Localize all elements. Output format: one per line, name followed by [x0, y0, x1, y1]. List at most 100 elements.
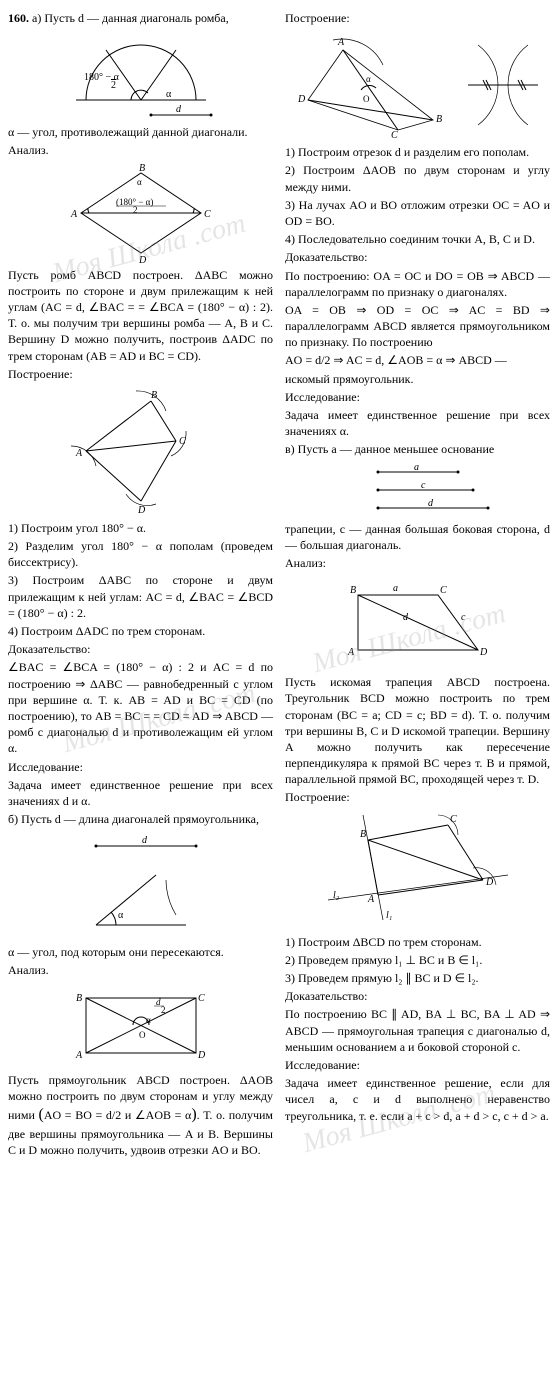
svg-text:B: B: [151, 390, 157, 401]
svg-text:d: d: [176, 104, 182, 115]
proof-label: Доказательство:: [8, 641, 273, 657]
svg-text:α: α: [166, 89, 172, 100]
analysis-label-b: Анализ.: [8, 962, 273, 978]
r-research: Задача имеет единственное решение при вс…: [285, 407, 550, 439]
r-proof3: AO = d/2 ⇒ AC = d, ∠AOB = α ⇒ ABCD —: [285, 352, 550, 368]
svg-text:B: B: [76, 993, 82, 1004]
svg-text:B: B: [139, 163, 145, 174]
svg-text:l₁: l₁: [386, 910, 392, 921]
r-proof2: OA = OB ⇒ OD = OC ⇒ AC = BD ⇒ параллелог…: [285, 302, 550, 351]
svg-text:O: O: [363, 94, 370, 104]
right-column: Построение: A D C B O α 1) Построим отре…: [285, 8, 550, 1160]
svg-text:d: d: [428, 498, 434, 509]
step3: 3) Построим ΔABC по стороне и двум приле…: [8, 572, 273, 621]
a-intro: а) Пусть d — данная диагональ ромба,: [32, 11, 229, 25]
r-step1: 1) Построим отрезок d и разделим его поп…: [285, 144, 550, 160]
rhombus-construction: A B C D: [56, 386, 226, 516]
svg-text:α: α: [118, 910, 124, 921]
step4: 4) Построим ΔADC по трем сторонам.: [8, 623, 273, 639]
r-step4: 4) Последовательно соединим точки A, B, …: [285, 231, 550, 247]
svg-text:D: D: [137, 505, 146, 516]
r-proof-label: Доказательство:: [285, 249, 550, 265]
c-step1: 1) Построим ΔBCD по трем сторонам.: [285, 934, 550, 950]
problem-intro: 160. а) Пусть d — данная диагональ ромба…: [8, 10, 273, 26]
r-step3: 3) На лучах AO и BO отложим отрезки OC =…: [285, 197, 550, 229]
problem-number: 160.: [8, 11, 29, 25]
trapezoid-construction: B C D A l₁ l₂: [318, 810, 518, 930]
svg-text:2: 2: [111, 80, 116, 91]
svg-text:B: B: [360, 829, 366, 840]
c-step3: 3) Проведем прямую l₂ ∥ BC и D ∈ l₂.: [285, 970, 550, 986]
research-label: Исследование:: [8, 759, 273, 775]
svg-text:C: C: [198, 993, 205, 1004]
b-intro: б) Пусть d — длина диагоналей прямоуголь…: [8, 811, 273, 827]
svg-text:A: A: [70, 209, 78, 220]
svg-text:2: 2: [133, 205, 138, 215]
c-proof: По построению BC ∥ AD, BA ⊥ BC, BA ⊥ AD …: [285, 1006, 550, 1055]
analysis-label: Анализ.: [8, 142, 273, 158]
svg-text:C: C: [450, 814, 457, 825]
svg-text:C: C: [440, 585, 447, 596]
svg-text:α: α: [146, 1015, 151, 1025]
trapezoid-diagram: A B C D a d c: [328, 575, 508, 670]
b-alpha: α — угол, под которым они пересекаются.: [8, 944, 273, 960]
c-proof-label: Доказательство:: [285, 988, 550, 1004]
r-research-label: Исследование:: [285, 389, 550, 405]
research-text: Задача имеет единственное решение при вс…: [8, 777, 273, 809]
svg-text:C: C: [204, 209, 211, 220]
svg-text:O: O: [139, 1030, 146, 1040]
svg-text:B: B: [436, 114, 442, 125]
svg-text:d: d: [142, 835, 148, 846]
svg-text:α: α: [366, 74, 371, 84]
svg-text:A: A: [75, 448, 83, 459]
svg-text:D: D: [297, 94, 306, 105]
svg-text:2: 2: [161, 1005, 166, 1015]
rhombus-analysis: Пусть ромб ABCD построен. ΔABC можно пос…: [8, 267, 273, 364]
c-research: Задача имеет единственное решение, если …: [285, 1075, 550, 1124]
angle-diagram-1: α 180° − α 2 d: [66, 30, 216, 120]
segment-d: d: [66, 831, 216, 856]
svg-text:D: D: [138, 255, 147, 263]
c-analysis: Пусть искомая трапеция ABCD построена. Т…: [285, 674, 550, 787]
svg-text:D: D: [485, 877, 494, 888]
svg-text:a: a: [414, 462, 419, 473]
svg-text:l₂: l₂: [333, 890, 340, 901]
r-proof1: По построению: OA = OC и DO = OB ⇒ ABCD …: [285, 268, 550, 300]
rhombus-diagram: A B C D α (180° − α) 2: [61, 163, 221, 263]
c-intro: в) Пусть a — данное меньшее основание: [285, 441, 550, 457]
r-step2: 2) Построим ΔAOB по двум сторонам и углу…: [285, 162, 550, 194]
b-analysis: Пусть прямоугольник ABCD построен. ΔAOB …: [8, 1072, 273, 1158]
svg-text:c: c: [461, 612, 466, 623]
svg-text:D: D: [197, 1050, 206, 1061]
proof-text: ∠BAC = ∠BCA = (180° − α) : 2 и AC = d по…: [8, 659, 273, 756]
b-formula: AO = BO = d/2 и ∠AOB = α: [44, 1108, 192, 1122]
svg-text:C: C: [391, 130, 398, 140]
svg-text:A: A: [337, 37, 345, 48]
c-analysis-label: Анализ:: [285, 555, 550, 571]
svg-text:A: A: [75, 1050, 83, 1061]
page-columns: 160. а) Пусть d — данная диагональ ромба…: [8, 8, 550, 1160]
left-column: 160. а) Пусть d — данная диагональ ромба…: [8, 8, 273, 1160]
svg-text:D: D: [479, 647, 488, 658]
step1: 1) Построим угол 180° − α.: [8, 520, 273, 536]
rectangle-diagram: B C A D O α d 2: [61, 983, 221, 1068]
segments-acd: a c d: [328, 462, 508, 517]
r-proof4: искомый прямоугольник.: [285, 371, 550, 387]
c-research-label: Исследование:: [285, 1057, 550, 1073]
rect-construction: A D C B O α: [288, 30, 548, 140]
svg-text:B: B: [350, 585, 356, 596]
c-construction-label: Построение:: [285, 789, 550, 805]
svg-text:A: A: [367, 894, 375, 905]
svg-text:α: α: [137, 177, 142, 187]
svg-text:A: A: [347, 647, 355, 658]
svg-text:C: C: [179, 436, 186, 447]
svg-text:c: c: [421, 480, 426, 491]
construction-label-1: Построение:: [8, 366, 273, 382]
angle-alpha: α: [76, 860, 206, 940]
alpha-note: α — угол, противолежащий данной диагонал…: [8, 124, 273, 140]
svg-text:a: a: [393, 583, 398, 594]
r-construction-label: Построение:: [285, 10, 550, 26]
c-step2: 2) Проведем прямую l₁ ⊥ BC и B ∈ l₁.: [285, 952, 550, 968]
step2: 2) Разделим угол 180° − α пополам (прове…: [8, 538, 273, 570]
c-desc: трапеции, c — данная большая боковая сто…: [285, 521, 550, 553]
